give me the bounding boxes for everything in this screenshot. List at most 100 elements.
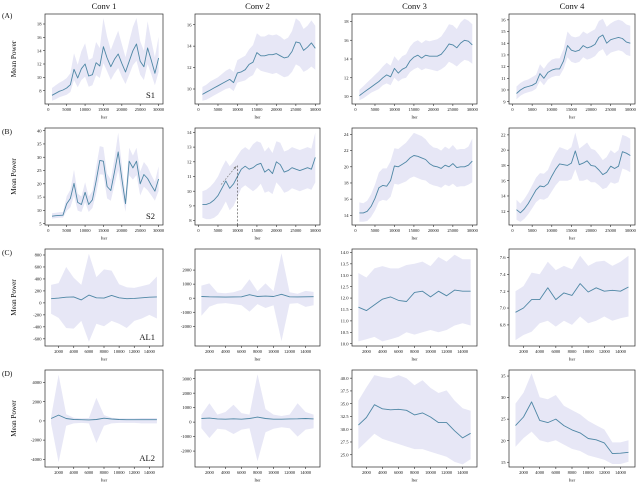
y-tick-label: 2000: [32, 399, 42, 404]
y-tick-label: 30: [37, 155, 42, 160]
y-tick-label: 10: [187, 87, 192, 92]
x-tick-label: 10000: [389, 228, 401, 233]
x-axis-label: Iter: [569, 357, 576, 362]
x-tick-label: 30000: [153, 228, 165, 233]
mean-line: [201, 293, 314, 298]
y-tick-label: 18: [344, 181, 349, 186]
x-tick-label: 8000: [410, 470, 420, 475]
x-axis-label: Iter: [411, 236, 418, 241]
x-tick-label: 6000: [84, 349, 94, 354]
x-tick-label: 5000: [214, 107, 224, 112]
y-tick-label: 35.0: [340, 401, 349, 406]
x-tick-label: 8000: [100, 349, 110, 354]
x-tick-label: 0: [354, 107, 357, 112]
y-tick-label: 10: [187, 189, 192, 194]
x-tick-label: 8000: [568, 470, 578, 475]
y-tick-label: 30.0: [340, 427, 349, 432]
x-tick-label: 20000: [116, 228, 128, 233]
y-tick-label: 25: [37, 168, 42, 173]
y-tick-label: 14: [187, 130, 192, 135]
x-tick-label: 20000: [271, 228, 283, 233]
y-tick-label: 16: [187, 22, 192, 27]
y-tick-label: 16: [37, 35, 42, 40]
y-tick-label: 12: [501, 64, 506, 69]
x-tick-label: 30000: [467, 228, 479, 233]
x-tick-label: 25000: [447, 228, 459, 233]
y-tick-label: -1000: [181, 310, 192, 315]
y-tick-label: 22: [501, 132, 506, 137]
panel-title: Conv 3: [402, 1, 427, 11]
x-tick-label: 10000: [232, 228, 244, 233]
panel-svg-c2: -2000 -1000 0 1000 2000 2000 4000 6000 8000 10000…: [181, 248, 321, 362]
x-tick-label: 20000: [428, 228, 440, 233]
panel-svg-b1: 5 10 15 20 25 30 35 40 0 5000 10000 15000 20000 25000…: [2, 127, 165, 241]
x-tick-label: 2000: [54, 470, 64, 475]
panel-svg-b3: 14 16 18 20 22 24 0 5000 10000 15000 20000 25000 300…: [344, 127, 479, 241]
x-tick-label: 8000: [568, 349, 578, 354]
y-tick-label: 14: [344, 57, 349, 62]
x-tick-label: 5000: [371, 107, 381, 112]
y-tick-label: 11: [187, 174, 192, 179]
panel-svg-a4: 9 10 11 12 13 14 15 16 0 5000 10000 15000 20000 25000…: [501, 1, 637, 120]
x-tick-label: 5000: [371, 228, 381, 233]
x-tick-label: 2000: [362, 470, 372, 475]
mean-line: [516, 150, 631, 214]
y-tick-label: 25: [501, 417, 506, 422]
y-tick-label: 0: [189, 296, 192, 301]
y-tick-label: 0: [39, 300, 42, 305]
panel-svg-c4: 6.8 7.0 7.2 7.4 7.6 2000 4000 6000 8000 10000 1200…: [500, 248, 636, 362]
x-tick-label: 12000: [284, 470, 296, 475]
x-tick-label: 10000: [583, 349, 595, 354]
y-tick-label: 11: [501, 76, 506, 81]
x-axis-label: Iter: [101, 115, 108, 120]
panel-letter: (B): [2, 127, 13, 136]
x-tick-label: 2000: [205, 349, 215, 354]
mean-line: [50, 414, 157, 421]
x-tick-label: 2000: [54, 349, 64, 354]
x-tick-label: 12000: [599, 470, 611, 475]
x-tick-label: 12000: [284, 349, 296, 354]
y-tick-label: 8: [189, 218, 192, 223]
y-tick-label: 600: [35, 265, 43, 270]
x-tick-label: 4000: [69, 349, 79, 354]
panel-svg-d4: 15 20 25 30 35 2000 4000 6000 8000 10000 12000 1400…: [501, 369, 636, 483]
y-tick-label: 20: [501, 148, 506, 153]
y-tick-label: 15: [37, 195, 42, 200]
plot-box: [508, 13, 636, 105]
x-axis-label: Iter: [254, 115, 261, 120]
y-tick-label: 12.0: [340, 296, 349, 301]
x-tick-label: 10000: [80, 107, 92, 112]
x-axis-label: Iter: [569, 236, 576, 241]
plot-box: [351, 127, 478, 226]
x-tick-label: 15000: [251, 107, 263, 112]
x-axis-label: Iter: [101, 357, 108, 362]
panel-b3: 14 16 18 20 22 24 0 5000 10000 15000 20000 25000 300…: [325, 121, 482, 242]
x-tick-label: 14000: [457, 470, 469, 475]
y-tick-label: 14: [344, 213, 349, 218]
x-tick-label: 0: [47, 107, 50, 112]
x-tick-label: 15000: [408, 228, 420, 233]
y-tick-label: 0: [189, 420, 192, 425]
panel-title: Conv 2: [245, 1, 270, 11]
panel-svg-d2: -2000 -1000 0 1000 2000 3000 2000 4000 6000 8000 1…: [181, 369, 321, 483]
series-annotation: S2: [146, 211, 155, 221]
y-tick-label: -400: [33, 324, 42, 329]
x-axis-label: Iter: [254, 236, 261, 241]
mean-line: [515, 283, 629, 313]
x-tick-label: 20000: [271, 107, 283, 112]
y-tick-label: 11.5: [341, 307, 350, 312]
mean-line: [515, 401, 629, 455]
mean-line: [51, 43, 160, 96]
y-tick-label: 18: [344, 19, 349, 24]
mean-line: [201, 416, 314, 420]
y-tick-label: 16: [344, 38, 349, 43]
y-tick-label: 14: [501, 194, 506, 199]
x-tick-label: 10000: [114, 470, 126, 475]
x-tick-label: 4000: [221, 470, 231, 475]
y-tick-label: 12: [187, 159, 192, 164]
x-tick-label: 10000: [268, 349, 280, 354]
mean-line: [358, 404, 471, 439]
panel-svg-a2: 10 12 14 16 0 5000 10000 15000 20000 25000 30000 Co…: [187, 1, 322, 120]
x-tick-label: 20000: [428, 107, 440, 112]
x-tick-label: 12000: [129, 470, 141, 475]
